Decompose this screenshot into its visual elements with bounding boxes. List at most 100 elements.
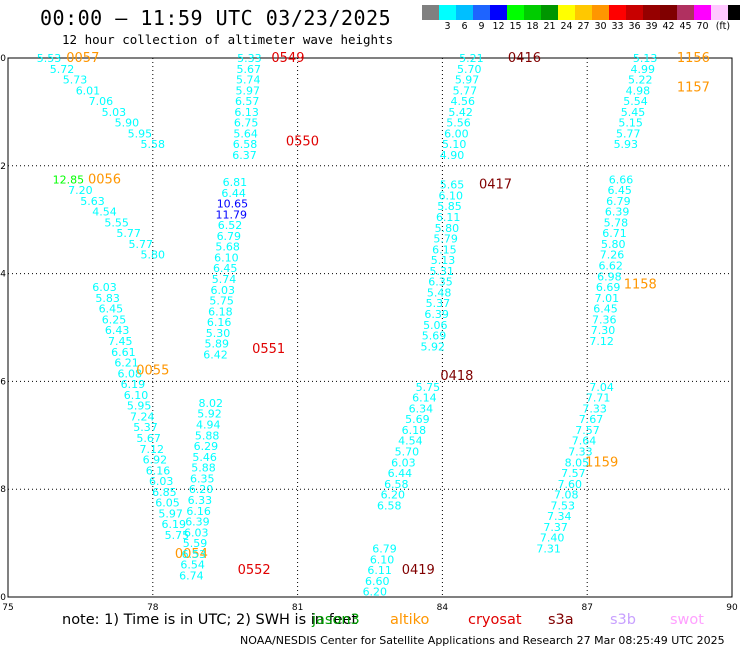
wave-height-label: 5.75 [209, 295, 234, 308]
wave-height-label: 5.78 [604, 216, 629, 229]
wave-height-label: 6.10 [439, 189, 464, 202]
wave-height-label: 5.69 [405, 413, 430, 426]
wave-height-label: 5.15 [618, 117, 643, 130]
wave-height-label: 6.79 [372, 542, 397, 555]
wave-height-label: 6.03 [391, 456, 416, 469]
wave-height-label: 6.44 [388, 467, 413, 480]
colorbar-tick-label: 21 [543, 21, 556, 32]
wave-height-label: 6.60 [365, 575, 390, 588]
colorbar-tick-label: 15 [509, 21, 522, 32]
wave-height-label: 7.57 [561, 467, 586, 480]
wave-height-label: 6.20 [189, 483, 214, 496]
wave-height-label: 6.62 [598, 260, 623, 273]
wave-height-label: 5.97 [158, 507, 183, 520]
wave-height-label: 7.34 [547, 510, 572, 523]
wave-height-label: 6.79 [606, 195, 631, 208]
wave-height-label: 5.74 [212, 273, 237, 286]
wave-height-label: 12.85 [53, 173, 85, 186]
wave-height-label: 5.92 [197, 408, 222, 421]
wave-height-label: 7.30 [591, 324, 616, 337]
wave-height-label: 6.21 [114, 357, 139, 370]
wave-height-label: 5.06 [423, 319, 448, 332]
wave-height-label: 6.11 [367, 564, 392, 577]
colorbar-tick-label: 6 [461, 21, 468, 32]
colorbar-swatch [694, 5, 711, 20]
wave-height-label: 6.14 [412, 392, 437, 405]
wave-height-label: 6.19 [162, 518, 187, 531]
wave-height-label: 5.88 [195, 429, 220, 442]
wave-height-label: 6.71 [602, 227, 627, 240]
colorbar-swatch [439, 5, 456, 20]
wave-height-label: 6.34 [409, 402, 434, 415]
wave-height-label: 7.71 [586, 392, 611, 405]
wave-height-label: 6.45 [607, 184, 632, 197]
wave-height-label: 6.10 [370, 553, 395, 566]
wave-height-label: 5.31 [430, 265, 455, 278]
wave-height-label: 6.85 [152, 486, 177, 499]
wave-height-label: 6.18 [402, 424, 427, 437]
wave-height-label: 6.03 [184, 526, 209, 539]
wave-height-label: 5.63 [80, 195, 105, 208]
wave-height-label: 7.12 [140, 443, 165, 456]
wave-height-label: 5.65 [440, 179, 465, 192]
wave-height-label: 5.67 [237, 63, 262, 76]
colorbar-tick-label: 12 [492, 21, 505, 32]
colorbar-tick-label: 27 [577, 21, 590, 32]
wave-height-label: 7.24 [130, 410, 155, 423]
wave-height-label: 7.60 [558, 478, 583, 491]
wave-height-label: 5.58 [141, 138, 166, 151]
wave-height-label: 4.99 [630, 63, 655, 76]
colorbar-swatch [592, 5, 609, 20]
colorbar-swatch [473, 5, 490, 20]
wave-height-label: 4.56 [451, 95, 476, 108]
wave-height-label: 6.10 [124, 389, 149, 402]
wave-height-label: 5.46 [192, 451, 217, 464]
colorbar-tick-label: 45 [679, 21, 692, 32]
wave-height-label: 5.56 [446, 117, 471, 130]
wave-height-label: 4.98 [626, 84, 651, 97]
wave-height-label: 5.75 [165, 529, 190, 542]
wave-height-label: 6.74 [179, 569, 204, 582]
wave-height-label: 7.36 [592, 313, 617, 326]
x-tick-label: 90 [726, 603, 738, 613]
wave-height-label: 4.94 [196, 419, 221, 432]
wave-height-label: 6.98 [597, 270, 622, 283]
wave-height-label: 5.97 [455, 74, 480, 87]
colorbar-swatch [609, 5, 626, 20]
wave-height-label: 11.79 [215, 208, 247, 221]
plot-frame [7, 57, 733, 598]
wave-height-label: 6.44 [221, 187, 246, 200]
colorbar-swatch [728, 5, 740, 20]
colorbar-swatch [507, 5, 524, 20]
wave-height-label: 8.02 [198, 397, 223, 410]
y-tick-label: 20 [0, 593, 6, 603]
wave-height-label: 6.54 [180, 559, 205, 572]
pass-time-label: 0418 [440, 369, 473, 384]
wave-height-label: 5.53 [37, 52, 62, 65]
wave-height-label: 5.67 [136, 432, 161, 445]
wave-height-label: 6.42 [203, 348, 228, 361]
wave-height-label: 6.29 [194, 440, 219, 453]
wave-height-label: 5.03 [102, 106, 127, 119]
wave-height-label: 6.20 [381, 489, 406, 502]
wave-height-label: 5.80 [601, 238, 626, 251]
wave-height-label: 6.45 [99, 303, 124, 316]
wave-height-label: 6.66 [609, 173, 634, 186]
wave-height-label: 10.65 [217, 198, 249, 211]
colorbar-swatch [422, 5, 439, 20]
wave-height-label: 7.12 [589, 335, 614, 348]
pass-time-label: 0417 [479, 178, 512, 193]
wave-height-label: 6.19 [121, 378, 146, 391]
wave-height-label: 5.13 [431, 254, 456, 267]
wave-height-label: 5.37 [133, 421, 158, 434]
wave-height-label: 6.33 [188, 494, 213, 507]
colorbar-tick-label: 9 [478, 21, 485, 32]
wave-height-label: 5.90 [115, 117, 140, 130]
colorbar-swatch [490, 5, 507, 20]
y-tick-label: 12 [0, 162, 6, 172]
wave-height-label: 5.69 [422, 330, 447, 343]
map-title: 00:00 – 11:59 UTC 03/23/2025 [40, 6, 392, 30]
wave-height-label: 5.77 [453, 84, 478, 97]
pass-time-label: 0552 [238, 563, 271, 578]
